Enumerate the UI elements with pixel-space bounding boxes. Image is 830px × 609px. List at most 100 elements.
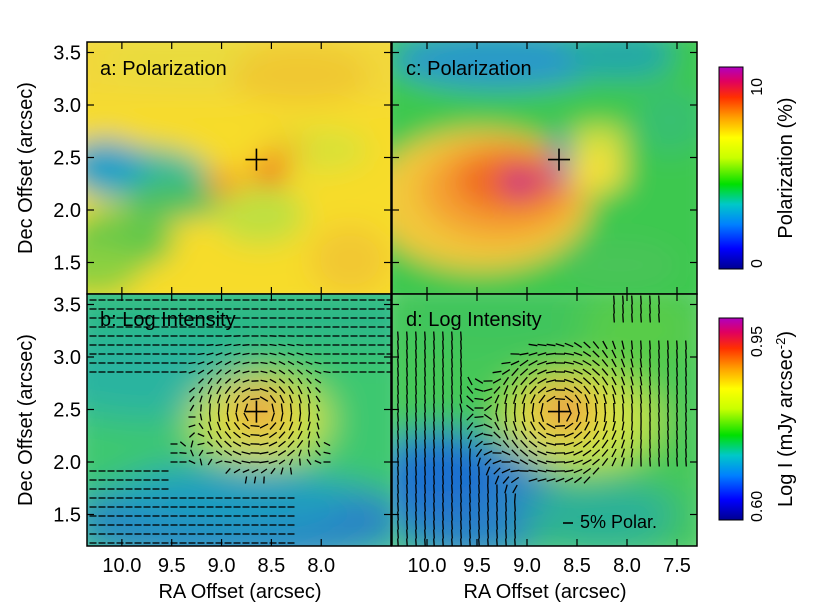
polarization-vector <box>584 421 590 431</box>
polarization-vector <box>433 484 435 494</box>
polarization-vector <box>224 386 232 394</box>
polarization-vector <box>215 352 223 356</box>
polarization-vector <box>512 484 518 494</box>
polarization-vector <box>505 402 507 414</box>
polarization-vector <box>250 389 260 391</box>
colorbar-polarization: 0 10 Polarization (%) <box>718 66 797 270</box>
y-tick-label: 3.0 <box>53 95 81 117</box>
polarization-vector <box>504 393 508 405</box>
polarization-vector <box>520 430 528 440</box>
polarization-vector <box>658 448 660 458</box>
polarization-vector <box>685 448 687 458</box>
polarization-vector <box>483 442 493 446</box>
polarization-vector <box>197 442 205 446</box>
polarization-vector <box>573 369 583 375</box>
polarization-vector <box>510 469 520 473</box>
polarization-vector <box>601 368 609 376</box>
polarization-vector <box>496 511 498 521</box>
polarization-vector <box>573 440 583 448</box>
polarization-vector <box>297 430 303 440</box>
polarization-vector <box>537 369 547 375</box>
polarization-vector <box>323 370 331 374</box>
polarization-vector <box>685 358 687 368</box>
polarization-vector <box>224 369 232 375</box>
polarization-vector <box>564 387 574 393</box>
polarization-vector <box>197 361 205 365</box>
polarization-vector <box>474 432 484 438</box>
polarization-vector <box>442 340 444 350</box>
polarization-vector <box>563 361 575 365</box>
polarization-vector <box>406 466 408 476</box>
polarization-vector <box>676 367 678 377</box>
polarization-vector <box>315 395 321 403</box>
polarization-vector <box>484 458 492 466</box>
colorbar-intensity-gradient <box>718 317 744 521</box>
polarization-vector <box>451 439 453 449</box>
polarization-vector <box>648 394 652 404</box>
polarization-vector <box>460 349 462 359</box>
polarization-vector <box>460 475 462 485</box>
polarization-vector <box>574 394 582 404</box>
colorbar-polarization-min: 0 <box>749 259 766 268</box>
polarization-vector <box>583 341 591 349</box>
polarization-vector <box>287 449 295 457</box>
polarization-vector <box>475 440 483 448</box>
polarization-vector <box>406 385 408 395</box>
polarization-vector <box>639 358 643 368</box>
polarization-vector <box>296 343 304 347</box>
polarization-vector <box>502 476 510 484</box>
polarization-vector <box>573 386 583 394</box>
polarization-vector <box>585 411 589 423</box>
polarization-vector <box>397 376 399 386</box>
polarization-vector <box>630 430 634 440</box>
polarization-vector <box>442 520 444 530</box>
panel-b: b: Log Intensity <box>86 293 392 547</box>
polarization-vector <box>538 394 546 404</box>
polarization-vector <box>199 413 203 421</box>
polarization-vector <box>640 313 642 323</box>
polarization-vector <box>487 493 489 503</box>
polarization-vector <box>528 469 538 473</box>
polarization-vector <box>474 415 484 419</box>
x-tick-label: 9.5 <box>463 555 491 577</box>
polarization-vector <box>483 388 493 392</box>
polarization-vector <box>224 431 232 439</box>
polarization-vector <box>307 412 311 422</box>
polarization-vector <box>305 369 313 375</box>
polarization-vector <box>433 502 435 512</box>
polarization-vector <box>468 439 472 449</box>
polarization-vector <box>406 349 408 359</box>
polarization-vector <box>242 352 250 356</box>
polarization-vector <box>415 340 417 350</box>
polarization-vector <box>433 376 435 386</box>
polarization-vector <box>287 369 295 375</box>
polarization-vector <box>685 421 687 431</box>
polarization-vector <box>564 422 574 430</box>
polarization-vector <box>528 449 538 457</box>
polarization-vector <box>307 431 311 439</box>
polarization-vector <box>546 432 556 438</box>
polarization-vector <box>406 457 408 467</box>
polarization-vector <box>188 370 196 374</box>
polarization-vector <box>466 413 474 421</box>
polarization-vector <box>424 376 426 386</box>
panel-d-frame <box>391 293 698 547</box>
polarization-vector <box>477 457 481 467</box>
polarization-vector <box>685 430 687 440</box>
polarization-vector <box>460 457 462 467</box>
polarization-vector <box>198 386 204 394</box>
polarization-vector <box>315 450 321 456</box>
x-tick-label: 9.0 <box>208 555 236 577</box>
polarization-vector <box>278 343 286 347</box>
y-tick-label: 3.5 <box>53 295 81 317</box>
polarization-vector <box>259 460 269 464</box>
polarization-vector <box>406 448 408 458</box>
polarization-vector <box>602 385 608 395</box>
polarization-vector <box>406 439 408 449</box>
polarization-vector <box>397 421 399 431</box>
polarization-vector <box>667 376 669 386</box>
polarization-vector <box>594 412 598 422</box>
polarization-vector <box>298 403 302 413</box>
polarization-vector <box>260 379 268 383</box>
polarization-vector <box>424 502 426 512</box>
